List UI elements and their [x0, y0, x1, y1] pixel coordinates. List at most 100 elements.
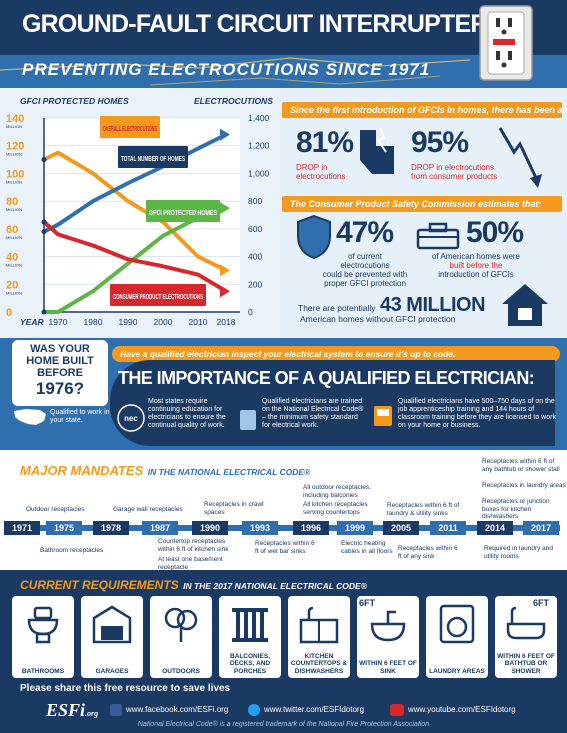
mandates-title: MAJOR MANDATES — [20, 463, 144, 478]
question-line-3: BEFORE — [37, 367, 83, 379]
mandate-1993: Receptacles within 6 ft of wet bar sinks — [255, 540, 315, 555]
stat-95-text-b: from consumer products — [411, 172, 498, 181]
facebook-link[interactable]: www.facebook.com/ESFi.org — [126, 705, 229, 714]
requirement-label: WITHIN 6 FEET OF BATHTUB OR SHOWER — [497, 652, 555, 675]
requirements-title-suffix: IN THE 2017 NATIONAL ELECTRICAL CODE® — [183, 581, 367, 591]
nec-badge-text: nec — [124, 414, 138, 423]
esfi-logo-suffix: .org — [85, 709, 99, 718]
stat-50-value: 50% — [466, 216, 524, 249]
timeline-year: 1971 — [4, 521, 40, 535]
requirement-label: KITCHEN COUNTERTOPS & DISHWASHERS — [290, 652, 348, 675]
sink-icon — [370, 610, 406, 642]
series-start-point — [41, 309, 47, 315]
right-tick-label: 0 — [248, 307, 253, 317]
timeline-year: 1993 — [242, 521, 278, 535]
x-tick-label: 1990 — [119, 317, 138, 327]
right-tick-label: 200 — [248, 279, 262, 289]
series-arrowhead — [220, 202, 230, 215]
stat-47-line-3: could be prevented with — [322, 270, 408, 279]
stat-81-text-b: electrocutions — [296, 172, 346, 181]
left-tick-label: 0 — [6, 307, 12, 319]
stat-47-line-1: of current — [348, 252, 382, 261]
garage-icon — [92, 605, 132, 644]
right-tick-label: 1,200 — [248, 141, 270, 151]
shield-icon — [297, 214, 331, 260]
youtube-icon — [390, 704, 404, 716]
house-plug-icon — [502, 284, 548, 326]
stat-43m-prefix: There are potentially — [298, 303, 376, 313]
question-line-2: HOME BUILT — [26, 355, 94, 367]
requirement-card: BATHROOMS — [12, 596, 74, 678]
requirement-label: GARAGES — [95, 667, 129, 675]
esfi-logo: ESFi.org — [46, 700, 98, 721]
requirement-label: OUTDOORS — [162, 667, 200, 675]
timeline-year: 2017 — [523, 521, 559, 535]
stat-95-value: 95% — [411, 126, 469, 159]
meter-icon — [374, 406, 392, 426]
outdoor-icon — [164, 607, 198, 642]
series-label: OVERALL ELECTROCUTIONS — [103, 126, 157, 133]
timeline-year: 1999 — [337, 521, 373, 535]
mandate-2005: Receptacles within 6 ft of laundry & uti… — [387, 502, 460, 517]
mandate-2017: Required in laundry and utility rooms — [484, 545, 554, 560]
requirement-card: 6FT WITHIN 6 FEET OF BATHTUB OR SHOWER — [495, 596, 557, 678]
qualified-col-1: Qualified to work in your state. — [50, 409, 110, 424]
page-subtitle: PREVENTING ELECTROCUTIONS SINCE 1971 — [22, 60, 431, 79]
timeline-year: 1978 — [93, 521, 129, 535]
qualified-heading: THE IMPORTANCE OF A QUALIFIED ELECTRICIA… — [118, 368, 535, 388]
requirements-title: CURRENT REQUIREMENTS — [20, 578, 179, 592]
left-tick-unit: MILLION — [6, 263, 22, 268]
series-label-box — [100, 116, 160, 138]
question-line-4: 1976? — [35, 379, 85, 398]
left-tick-label: 20 — [6, 279, 18, 291]
timeline-year: 1996 — [293, 521, 329, 535]
railing-icon — [232, 608, 268, 642]
mandate-1971: Outdoor receptacles — [26, 506, 85, 513]
six-feet-label: 6FT — [359, 598, 376, 608]
right-tick-label: 800 — [248, 196, 262, 206]
gfci-outlet-icon — [479, 5, 533, 81]
requirement-label: BALCONIES, DECKS, AND PORCHES — [229, 652, 271, 675]
mandate-1996b: All kitchen receptacles serving countert… — [303, 501, 368, 516]
series-label: GFCI PROTECTED HOMES — [149, 210, 217, 217]
stat-43m-suffix: American homes without GFCI protection — [300, 314, 456, 324]
left-tick-unit: MILLION — [6, 207, 22, 212]
left-tick-unit: MILLION — [6, 290, 22, 295]
series-label-box — [146, 200, 220, 222]
twitter-link[interactable]: www.twitter.com/ESFIdotorg — [264, 705, 365, 714]
right-tick-label: 600 — [248, 224, 262, 234]
mandates-section — [0, 450, 567, 570]
stat-50-line-2: built before the — [449, 261, 503, 270]
mandate-1987b: At least one basement receptacle — [158, 556, 223, 571]
series-line — [43, 150, 227, 273]
qualified-col-4: Qualified electricians have 500–750 days… — [398, 398, 556, 429]
left-tick-unit: MILLION — [6, 235, 22, 240]
x-tick-label: 2018 — [217, 317, 236, 327]
cpsc-banner: The Consumer Product Safety Commission e… — [282, 196, 562, 212]
hand-shock-icon — [360, 127, 394, 174]
series-start-point — [41, 219, 47, 225]
left-tick-label: 140 — [6, 113, 24, 125]
series-label-box — [110, 284, 206, 306]
requirement-label: WITHIN 6 FEET OF SINK — [359, 660, 417, 675]
stat-50-line-3: introduction of GFCIs — [438, 270, 514, 279]
mandate-1999: Electric heating cables in all floors — [341, 540, 393, 555]
timeline-year: 2011 — [430, 521, 466, 535]
youtube-link[interactable]: www.youtube.com/ESFIdotorg — [408, 705, 516, 714]
nec-badge-icon: nec — [117, 404, 145, 432]
mandates-title-suffix: IN THE NATIONAL ELECTRICAL CODE® — [147, 467, 311, 477]
washer-icon — [439, 604, 475, 644]
stat-81-value: 81% — [296, 126, 354, 159]
mandate-2011: Receptacles within 6 ft of any sink — [398, 545, 458, 560]
series-start-point — [41, 157, 47, 163]
requirement-card: KITCHEN COUNTERTOPS & DISHWASHERS — [288, 596, 350, 678]
series-label: TOTAL NUMBER OF HOMES — [121, 156, 185, 163]
right-tick-label: 1,000 — [248, 168, 270, 178]
series-arrowhead — [220, 128, 230, 141]
qualified-dark-band — [110, 360, 555, 446]
right-axis-label: ELECTROCUTIONS — [194, 96, 273, 106]
stat-47-line-2: electrocutions — [340, 261, 390, 270]
requirement-card: LAUNDRY AREAS — [426, 596, 488, 678]
x-tick-label: 2010 — [189, 317, 208, 327]
stat-47-value: 47% — [336, 216, 394, 249]
